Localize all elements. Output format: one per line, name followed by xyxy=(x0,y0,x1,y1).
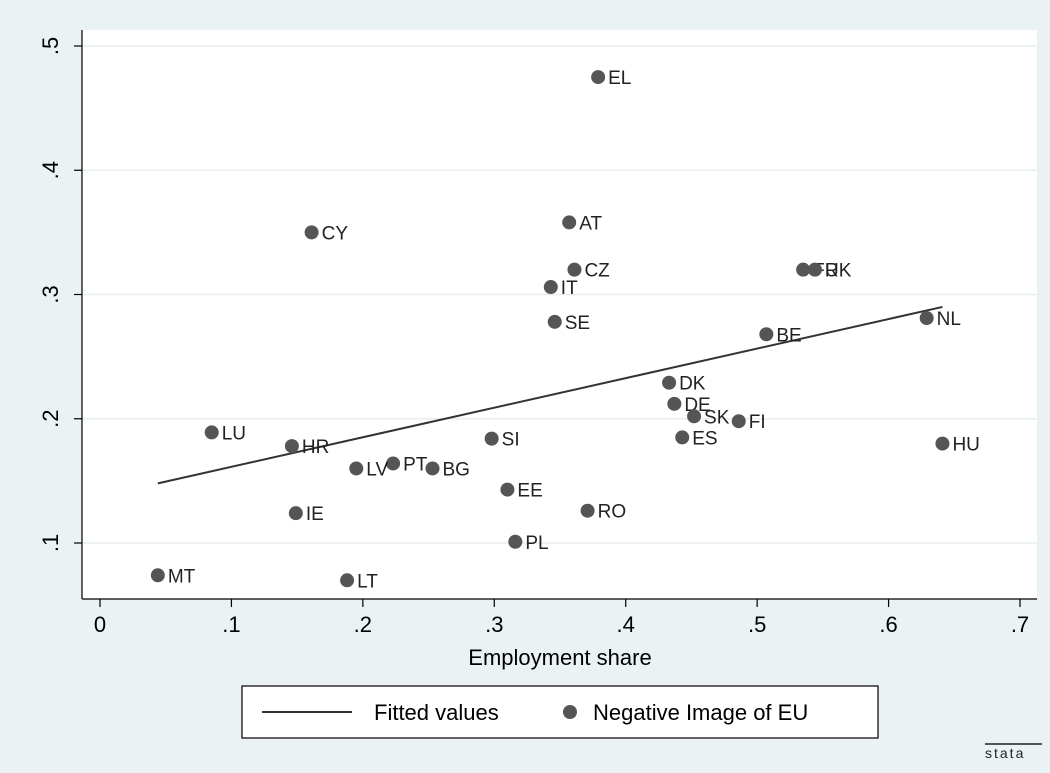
point-label-es: ES xyxy=(692,428,717,449)
point-label-sk: SK xyxy=(704,407,730,428)
point-fr xyxy=(796,262,811,277)
point-label-si: SI xyxy=(502,430,520,451)
point-label-dk: DK xyxy=(679,374,706,395)
point-label-lv: LV xyxy=(366,459,388,480)
point-cy xyxy=(304,225,319,240)
point-hr xyxy=(284,439,299,454)
point-hu xyxy=(935,436,950,451)
y-tick-label: .4 xyxy=(38,161,63,179)
point-label-it: IT xyxy=(561,278,578,299)
x-tick-label: .1 xyxy=(222,612,240,637)
legend-label-fitted: Fitted values xyxy=(374,700,499,725)
point-label-hu: HU xyxy=(952,435,979,456)
x-tick-label: .7 xyxy=(1011,612,1029,637)
point-label-cy: CY xyxy=(322,223,349,244)
point-label-fi: FI xyxy=(749,412,766,433)
x-tick-label: .5 xyxy=(748,612,766,637)
x-tick-label: .4 xyxy=(617,612,635,637)
legend-label-negative-image: Negative Image of EU xyxy=(593,700,808,725)
x-tick-label: .3 xyxy=(485,612,503,637)
point-label-ie: IE xyxy=(306,504,324,525)
point-mt xyxy=(150,568,165,583)
legend-marker-swatch xyxy=(563,705,577,719)
stata-logo: stata xyxy=(985,743,1042,761)
point-at xyxy=(562,215,577,230)
point-fi xyxy=(731,414,746,429)
point-ie xyxy=(288,506,303,521)
point-pl xyxy=(508,534,523,549)
point-label-el: EL xyxy=(608,68,631,89)
x-tick-label: .2 xyxy=(354,612,372,637)
y-tick-label: .2 xyxy=(38,410,63,428)
point-se xyxy=(547,314,562,329)
point-dk xyxy=(662,375,677,390)
point-label-uk: UK xyxy=(825,261,852,282)
point-cz xyxy=(567,262,582,277)
point-lv xyxy=(349,461,364,476)
point-label-bg: BG xyxy=(443,459,470,480)
point-si xyxy=(484,431,499,446)
fitted-line-layer xyxy=(157,305,943,485)
x-axis-title: Employment share xyxy=(468,645,651,670)
point-sk xyxy=(687,409,702,424)
point-label-pt: PT xyxy=(403,454,428,475)
plot-area xyxy=(82,30,1037,599)
point-de xyxy=(667,396,682,411)
y-tick-label: .5 xyxy=(38,37,63,55)
point-ro xyxy=(580,503,595,518)
point-label-ee: EE xyxy=(517,481,542,502)
point-label-at: AT xyxy=(579,213,602,234)
point-label-se: SE xyxy=(565,313,590,334)
point-lt xyxy=(340,573,355,588)
point-it xyxy=(543,280,558,295)
gridlines xyxy=(82,45,1037,544)
point-label-nl: NL xyxy=(937,309,961,330)
point-label-hr: HR xyxy=(302,437,329,458)
point-label-lu: LU xyxy=(222,423,246,444)
svg-text:stata: stata xyxy=(985,745,1025,761)
point-be xyxy=(759,327,774,342)
point-label-cz: CZ xyxy=(584,261,610,282)
y-tick-label: .3 xyxy=(38,285,63,303)
point-bg xyxy=(425,461,440,476)
point-label-ro: RO xyxy=(598,502,627,523)
point-uk xyxy=(807,262,822,277)
fitted-line xyxy=(157,305,943,485)
legend: Fitted values Negative Image of EU xyxy=(241,685,879,739)
y-tick-label: .1 xyxy=(38,534,63,552)
point-label-pl: PL xyxy=(525,533,548,554)
x-tick-label: .6 xyxy=(879,612,897,637)
point-es xyxy=(675,430,690,445)
x-tick-label: 0 xyxy=(94,612,106,637)
point-nl xyxy=(919,311,934,326)
point-label-mt: MT xyxy=(168,566,196,587)
axes: .1 .2 .3 .4 .5 0 .1 .2 .3 .4 .5 .6 .7 xyxy=(38,30,1037,637)
point-label-be: BE xyxy=(776,325,801,346)
point-ee xyxy=(500,482,515,497)
point-pt xyxy=(386,456,401,471)
point-lu xyxy=(204,425,219,440)
point-label-lt: LT xyxy=(357,571,378,592)
point-el xyxy=(591,70,606,85)
